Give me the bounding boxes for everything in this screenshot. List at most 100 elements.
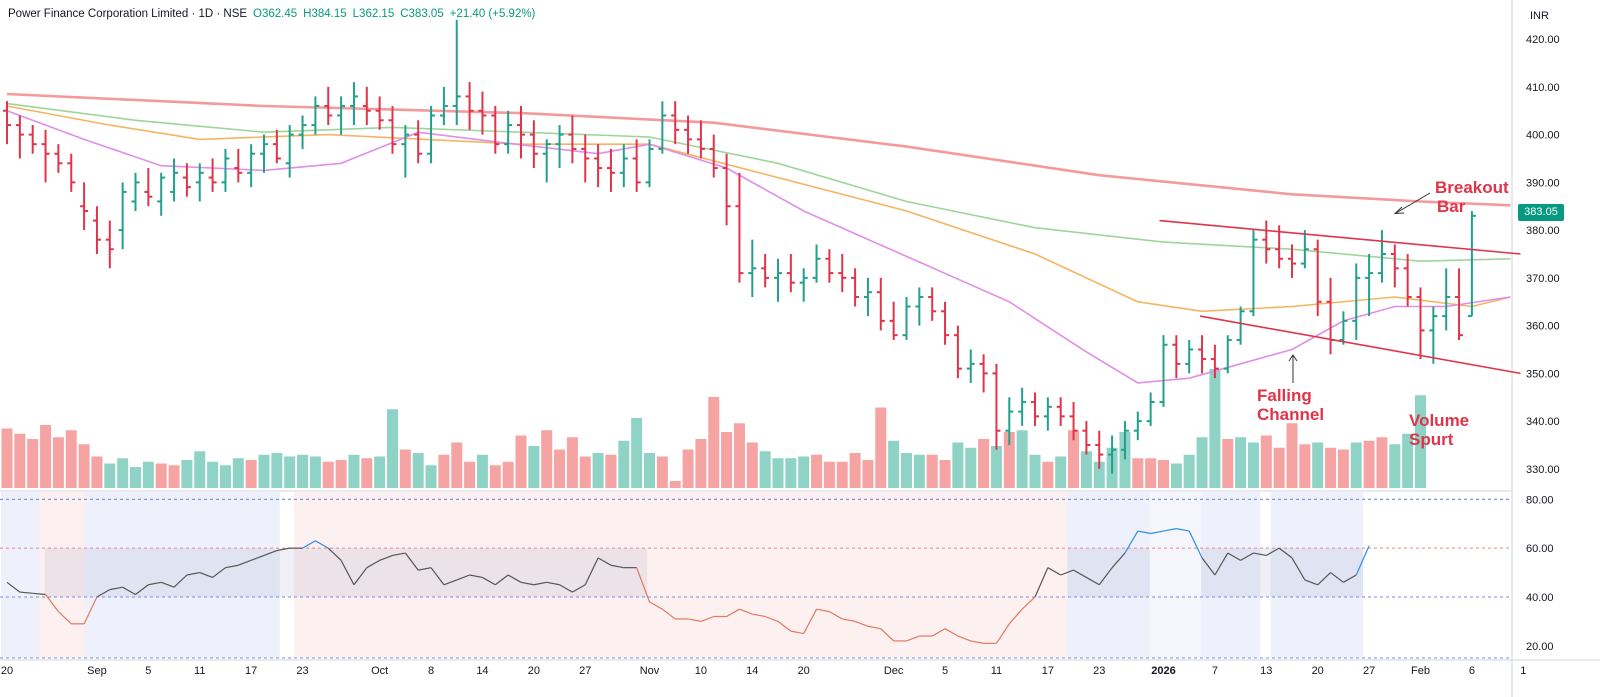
rsi-zone-0 — [1, 492, 40, 658]
ohlc-bar — [1031, 392, 1039, 426]
ohlc-bar — [928, 287, 937, 321]
time-tick-label: 1 — [1520, 665, 1526, 677]
ohlc-bar — [684, 115, 693, 154]
ohlc-bar — [247, 144, 256, 188]
rsi-tick-label: 40.00 — [1526, 592, 1554, 604]
volume-line-2: Spurt — [1409, 430, 1454, 449]
ohlc-bar — [311, 96, 320, 135]
volume-bar — [207, 461, 219, 488]
rsi-band-0 — [44, 548, 648, 597]
ohlc-bar — [838, 254, 847, 293]
ohlc-bar — [1172, 335, 1181, 379]
price-tick-label: 410.00 — [1526, 82, 1560, 94]
rsi-segment — [315, 540, 329, 549]
ohlc-bar — [401, 125, 410, 178]
rsi-segment — [1330, 572, 1344, 583]
volume-bar — [78, 444, 90, 488]
rsi-segment — [1278, 547, 1293, 559]
volume-bar — [245, 460, 257, 488]
volume-bar — [1312, 442, 1324, 488]
volume-bar — [194, 451, 206, 488]
rsi-segment — [469, 574, 483, 579]
volume-bar — [759, 451, 771, 488]
volume-bar — [1325, 447, 1337, 488]
rsi-segment — [353, 567, 368, 586]
price-tick-label: 400.00 — [1526, 130, 1560, 142]
volume-bar — [785, 458, 797, 488]
volume-bar — [990, 446, 1002, 488]
ohlc-bar — [465, 82, 474, 130]
volume-bar — [1376, 437, 1388, 488]
ohlc-bar — [863, 277, 872, 317]
ohlc-bar — [555, 125, 564, 169]
rsi-segment — [1124, 530, 1139, 554]
ohlc-bar — [915, 287, 924, 326]
ohlc-bar — [1300, 230, 1309, 269]
ohlc-bar — [632, 139, 641, 192]
volume-bar — [130, 467, 141, 488]
volume-bar — [1196, 437, 1208, 488]
rsi-segment — [636, 567, 651, 603]
time-tick-label: 17 — [245, 665, 257, 677]
volume-bar — [965, 447, 977, 488]
volume-bar — [682, 449, 694, 488]
volume-bar — [271, 453, 283, 488]
ohlc-bar — [992, 363, 1001, 450]
time-tick-label: 11 — [991, 665, 1002, 677]
rsi-segment — [1098, 567, 1113, 586]
rsi-segment — [32, 592, 46, 596]
ohlc-bar — [208, 158, 217, 192]
ohlc-bar — [581, 134, 590, 183]
rsi-segment — [418, 567, 432, 571]
rsi-segment — [83, 596, 98, 625]
ohlc-bar — [517, 105, 525, 159]
ohlc-bar — [1018, 387, 1027, 426]
volume-bar — [566, 437, 578, 488]
rsi-segment — [1201, 557, 1216, 576]
ohlc-bar — [67, 153, 76, 192]
rsi-segment — [19, 591, 33, 594]
rsi-tick-label: 20.00 — [1526, 641, 1554, 653]
volume-bar — [1093, 461, 1105, 488]
time-tick-label: 8 — [428, 665, 434, 677]
time-tick-label: 11 — [194, 665, 205, 677]
time-tick-label: 17 — [1042, 665, 1054, 677]
volume-bar — [515, 435, 527, 488]
rsi-segment — [238, 559, 252, 566]
ohlc-bar — [1095, 430, 1104, 469]
ohlc-bar — [15, 115, 24, 159]
channel-line-2: Channel — [1257, 405, 1325, 424]
volume-bar — [913, 454, 925, 488]
volume-bar — [1003, 432, 1015, 488]
ohlc-bar — [118, 182, 127, 250]
rsi-segment — [584, 557, 599, 586]
rsi-segment — [263, 550, 278, 557]
ohlc-bar — [105, 220, 114, 269]
ohlc-bar — [1133, 411, 1142, 441]
rsi-segment — [1343, 574, 1357, 583]
rsi-segment — [880, 628, 895, 642]
volume-bar — [811, 454, 823, 488]
rsi-segment — [649, 601, 663, 610]
channel-lower-line — [1199, 315, 1521, 375]
ohlc-bar — [594, 144, 603, 188]
volume-bar — [1145, 458, 1157, 488]
ohlc-bar — [1365, 254, 1374, 317]
volume-bar — [258, 454, 270, 488]
price-tick-label: 420.00 — [1526, 34, 1560, 46]
price-tick-label: 330.00 — [1526, 464, 1560, 476]
rsi-segment — [687, 618, 702, 622]
volume-bar — [695, 439, 707, 488]
ohlc-bar — [144, 168, 153, 207]
ohlc-bar — [388, 105, 397, 154]
ohlc-bar — [799, 268, 808, 302]
ohlc-bar — [80, 182, 89, 231]
time-tick-label: 14 — [476, 665, 488, 677]
rsi-segment — [212, 567, 226, 578]
volume-bar — [40, 425, 52, 488]
volume-bar — [284, 456, 296, 488]
rsi-segment — [1266, 547, 1280, 556]
volume-bar — [1299, 444, 1311, 488]
rsi-segment — [1150, 530, 1164, 535]
